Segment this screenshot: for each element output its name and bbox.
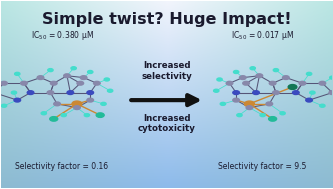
Circle shape — [11, 91, 17, 94]
Circle shape — [41, 112, 47, 115]
Circle shape — [237, 114, 242, 117]
Circle shape — [299, 81, 306, 85]
Circle shape — [50, 81, 57, 85]
Circle shape — [14, 98, 21, 102]
Circle shape — [15, 72, 20, 75]
Circle shape — [288, 84, 297, 89]
Circle shape — [71, 67, 76, 70]
Text: Selectivity factor = 9.5: Selectivity factor = 9.5 — [218, 162, 307, 171]
Circle shape — [244, 101, 254, 107]
FancyArrowPatch shape — [131, 95, 197, 105]
Circle shape — [21, 81, 27, 85]
Circle shape — [283, 76, 289, 80]
Circle shape — [47, 91, 54, 94]
Circle shape — [88, 70, 93, 74]
Circle shape — [54, 102, 60, 106]
Circle shape — [104, 78, 110, 81]
Circle shape — [233, 91, 239, 94]
Circle shape — [213, 89, 219, 92]
Circle shape — [96, 113, 104, 117]
Circle shape — [217, 78, 222, 81]
Circle shape — [253, 91, 259, 94]
Circle shape — [48, 69, 53, 72]
Circle shape — [243, 81, 249, 85]
Text: IC$_{50}$ = 0.017 μM: IC$_{50}$ = 0.017 μM — [231, 29, 294, 42]
Circle shape — [72, 101, 82, 107]
Circle shape — [330, 76, 333, 79]
Circle shape — [233, 70, 239, 74]
Circle shape — [87, 98, 94, 102]
Circle shape — [226, 81, 233, 85]
Circle shape — [250, 67, 255, 70]
Circle shape — [94, 81, 100, 85]
Circle shape — [273, 69, 279, 72]
Circle shape — [310, 91, 315, 94]
Circle shape — [233, 98, 239, 102]
Circle shape — [64, 74, 70, 78]
Circle shape — [74, 106, 80, 109]
Circle shape — [269, 117, 277, 121]
Circle shape — [87, 91, 94, 94]
Circle shape — [292, 91, 299, 94]
Circle shape — [320, 104, 325, 107]
Circle shape — [84, 114, 90, 117]
Circle shape — [108, 89, 113, 92]
Circle shape — [256, 74, 263, 78]
Text: Selectivity factor = 0.16: Selectivity factor = 0.16 — [15, 162, 109, 171]
Circle shape — [220, 102, 225, 105]
Circle shape — [269, 81, 276, 85]
Circle shape — [280, 112, 285, 115]
Circle shape — [1, 104, 7, 107]
Circle shape — [306, 98, 312, 102]
Circle shape — [67, 91, 74, 94]
Circle shape — [239, 76, 246, 80]
Text: IC$_{50}$ = 0.380 μM: IC$_{50}$ = 0.380 μM — [31, 29, 94, 42]
Circle shape — [319, 81, 326, 85]
Circle shape — [50, 117, 58, 121]
Text: Increased
cytotoxicity: Increased cytotoxicity — [138, 114, 195, 133]
Circle shape — [266, 102, 273, 106]
Circle shape — [77, 81, 84, 85]
Circle shape — [101, 102, 106, 105]
Circle shape — [1, 81, 7, 85]
Text: Increased
selectivity: Increased selectivity — [141, 61, 192, 81]
Circle shape — [61, 114, 66, 117]
Circle shape — [27, 91, 34, 94]
Text: Simple twist? Huge Impact!: Simple twist? Huge Impact! — [42, 12, 291, 27]
Circle shape — [260, 114, 265, 117]
Circle shape — [80, 76, 87, 80]
Circle shape — [246, 106, 253, 109]
Circle shape — [306, 72, 312, 75]
Circle shape — [329, 91, 333, 94]
Circle shape — [37, 76, 44, 80]
Circle shape — [273, 91, 279, 94]
